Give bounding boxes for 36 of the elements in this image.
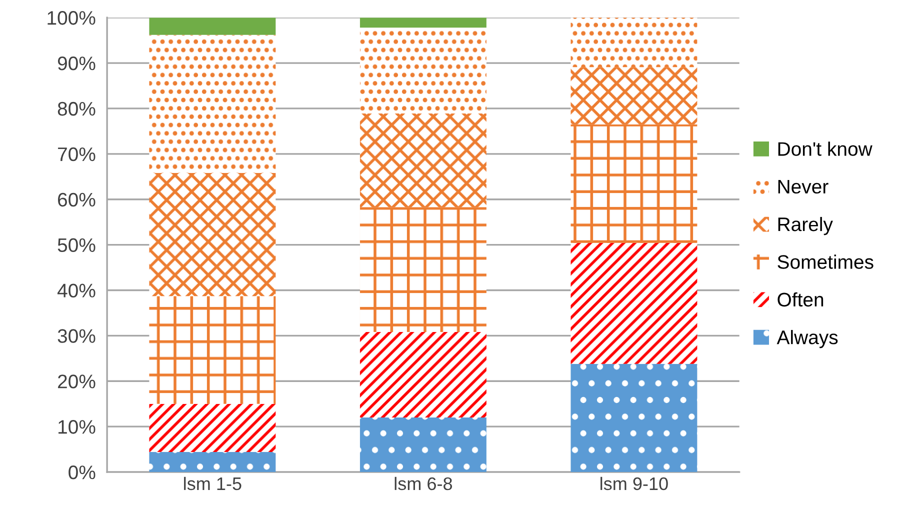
y-tick-label: 20% [58,374,96,388]
bar [570,67,698,124]
y-tick-label: 80% [58,102,96,116]
x-tick-label: lsm 9-10 [600,476,668,490]
bar [360,332,486,418]
legend-label: Rarely [778,216,833,236]
bar [360,207,486,332]
x-tick-label: lsm 6-8 [394,476,452,490]
y-tick-label: 10% [58,420,96,434]
legend-label: Never [778,180,828,194]
bar [570,364,698,472]
y-tick-label: 0% [68,465,96,480]
legend-label: Always [776,330,838,348]
bar [149,296,276,404]
bar [570,242,698,364]
legend-label: Don't know [778,142,872,156]
y-tick-label: 50% [58,238,96,252]
y-tick-label: 100% [48,11,96,25]
bar [360,113,486,208]
y-tick-label: 90% [58,56,96,70]
y-tick-label: 60% [58,192,96,207]
bar [149,404,276,452]
x-tick-label: lsm 1-5 [184,476,242,490]
bar [149,173,276,296]
bar [570,18,698,68]
legend-label: Sometimes [778,254,874,269]
y-tick-label: 70% [58,147,96,162]
bar [570,124,698,243]
bar [149,18,276,35]
legend-label: Often [778,292,824,307]
bar [360,417,486,472]
bar [149,34,276,173]
bar [360,18,486,28]
y-tick-label: 30% [58,329,96,343]
bar [149,452,276,472]
y-tick-label: 40% [57,284,96,298]
